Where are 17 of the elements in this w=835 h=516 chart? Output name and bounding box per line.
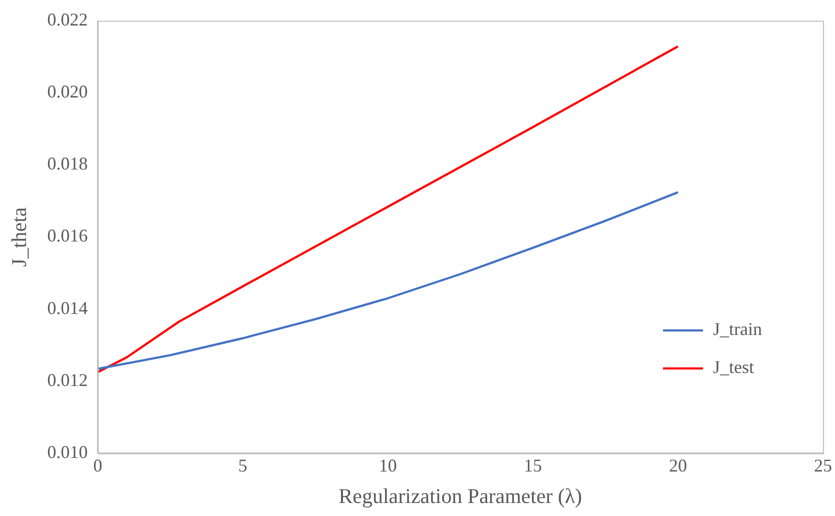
x-tick-label: 25 [814,456,832,476]
y-tick-label: 0.022 [47,10,88,30]
y-tick-label: 0.018 [47,154,88,174]
x-axis-title: Regularization Parameter (λ) [338,484,582,508]
legend-label: J_test [713,357,754,378]
y-tick-label: 0.012 [47,370,88,390]
y-tick-label: 0.020 [47,82,88,102]
y-tick-label: 0.014 [47,298,88,318]
y-axis-title: J_theta [7,206,32,267]
x-tick-label: 10 [378,456,397,476]
x-tick-label: 5 [238,456,248,476]
y-tick-label: 0.016 [47,226,88,246]
x-tick-label: 0 [93,456,102,476]
y-tick-label: 0.010 [47,442,88,462]
legend-label: J_train [713,319,762,340]
x-tick-label: 20 [668,456,687,476]
x-tick-label: 15 [524,456,542,476]
